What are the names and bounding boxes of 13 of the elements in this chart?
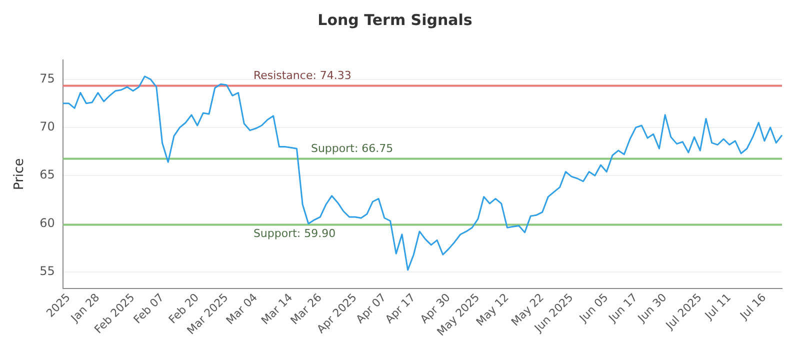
y-tick-label: 75 [40,71,55,86]
chart-title: Long Term Signals [318,10,472,29]
x-tick-label: Jul 16 [736,290,769,323]
ref-line-label: Support: 59.90 [253,227,336,240]
y-axis-title: Price [12,158,28,190]
ref-line-label: Support: 66.75 [310,142,394,156]
y-tick-label: 60 [40,216,55,230]
y-tick-label: 55 [40,264,55,278]
y-tick-label: 70 [40,120,55,134]
x-tick-label: Apr 17 [382,290,418,326]
ref-line-label: Resistance: 74.33 [253,69,352,82]
x-tick-label: Jul 11 [702,290,734,323]
y-tick-label: 65 [40,168,55,182]
